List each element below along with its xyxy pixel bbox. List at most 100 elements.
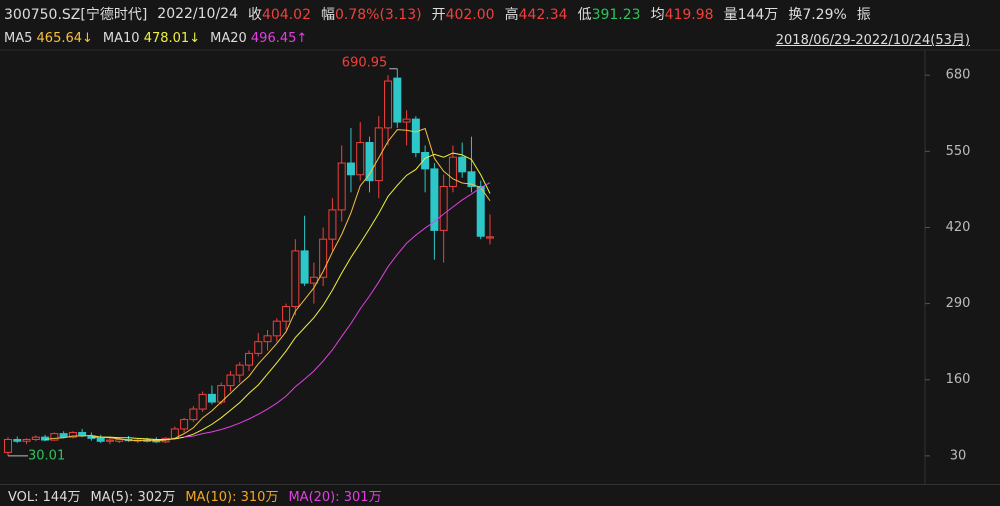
volume-item: MA(5): 302万	[90, 490, 176, 505]
field: 收404.02	[248, 4, 311, 24]
field-label: 收	[248, 7, 262, 23]
field: 高442.34	[505, 4, 568, 24]
field-label: 均	[650, 7, 665, 23]
candle-body	[22, 438, 31, 442]
volume-item: VOL: 144万	[8, 490, 81, 505]
ma-name: MA5	[4, 30, 33, 46]
header: 300750.SZ[宁德时代] 2022/10/24 收404.02 幅0.78%(3…	[0, 0, 1000, 28]
candle-body	[272, 320, 281, 337]
y-tick-label: 550	[946, 144, 971, 159]
field-value: 404.02	[262, 7, 311, 23]
field-value: 7.29%	[802, 7, 847, 23]
field-label: 开	[431, 7, 446, 23]
field-value: 419.98	[664, 7, 714, 23]
candle-body	[282, 306, 291, 322]
candle-body	[374, 127, 383, 182]
ma-legend: MA5 465.64↓ MA10 478.01↓ MA20 496.45↑	[0, 28, 740, 48]
candle-body	[207, 393, 216, 403]
candle-body	[245, 352, 253, 366]
field-value: 402.00	[445, 7, 495, 23]
candle-body	[486, 236, 494, 239]
field: 开402.00	[432, 4, 495, 24]
y-tick-label: 30	[950, 448, 967, 463]
candle-body	[411, 118, 420, 153]
ma-value: 478.01↓	[143, 30, 201, 46]
field-label: 量	[723, 7, 738, 23]
volume-item: MA(10): 310万	[185, 490, 279, 505]
volume-item: MA(20): 301万	[288, 490, 382, 505]
candle-body	[105, 439, 114, 442]
stock-code: 300750.SZ[宁德时代]	[4, 7, 148, 23]
y-tick-label: 160	[946, 372, 971, 387]
candle-body	[50, 433, 59, 441]
candle-body	[180, 419, 189, 430]
candle-body	[189, 408, 198, 421]
candle-body	[476, 185, 485, 237]
field-value: 0.78%(3.13)	[335, 7, 422, 23]
candle-body	[263, 335, 272, 343]
field-value: 144万	[737, 7, 779, 23]
candle-body	[59, 433, 68, 438]
candle-body	[235, 364, 244, 376]
candle-body	[365, 142, 374, 182]
field: 振	[857, 4, 871, 24]
field-label: 振	[856, 7, 871, 23]
candle-body	[115, 438, 124, 442]
candle-body	[439, 185, 448, 231]
field: 量144万	[724, 4, 779, 24]
candle-body	[309, 276, 318, 284]
candle-body	[458, 156, 467, 173]
candle-body	[198, 393, 207, 410]
y-tick-label: 290	[946, 296, 971, 311]
candle-body	[4, 438, 12, 453]
y-tick-label: 420	[946, 220, 971, 235]
candle-body	[68, 431, 77, 438]
volume-bar: VOL: 144万 MA(5): 302万 MA(10): 310万 MA(20): …	[0, 484, 1000, 506]
candle-body	[346, 162, 355, 176]
ma-item: MA20 496.45↑	[210, 31, 307, 46]
field-label: 换	[788, 7, 803, 23]
ma-value: 496.45↑	[250, 30, 308, 46]
candle-body	[421, 151, 430, 170]
ma-name: MA20	[210, 30, 247, 46]
ma-name: MA10	[102, 30, 140, 46]
y-tick-label: 680	[946, 68, 971, 83]
ma-line	[184, 182, 491, 438]
ma-line	[45, 127, 491, 442]
field: 低391.23	[578, 4, 641, 24]
candle-body	[430, 168, 439, 231]
field-value: 391.23	[591, 7, 641, 23]
candle-body	[393, 77, 402, 123]
annotation: 30.01	[28, 448, 65, 463]
ma-item: MA10 478.01↓	[103, 31, 200, 46]
candle-body	[319, 238, 328, 278]
ma-value: 465.64↓	[36, 30, 93, 46]
candle-body	[31, 436, 40, 440]
annotation: 690.95	[342, 55, 388, 70]
field-label: 高	[504, 7, 519, 23]
candle-body	[300, 250, 309, 284]
candle-body	[384, 80, 393, 129]
candle-body	[13, 438, 22, 442]
field: 均419.98	[651, 4, 714, 24]
field: 幅0.78%(3.13)	[321, 4, 422, 24]
candle-body	[254, 341, 263, 354]
field-label: 幅	[321, 7, 335, 23]
candle-body	[226, 374, 235, 387]
field-value: 442.34	[518, 7, 568, 23]
candle-body	[291, 250, 300, 308]
field: 换7.29%	[788, 4, 846, 24]
candle-body	[337, 162, 346, 211]
candle-body	[402, 118, 411, 123]
candle-body	[96, 437, 105, 442]
date: 2022/10/24	[157, 6, 238, 22]
candle-body	[448, 156, 457, 187]
candle-body	[356, 142, 365, 176]
ma-item: MA5 465.64↓	[4, 31, 93, 46]
field-label: 低	[577, 7, 592, 23]
candle-body	[467, 171, 476, 187]
range[interactable]: 2018/06/29-2022/10/24(53月)	[775, 33, 970, 48]
ma-line	[91, 152, 491, 440]
